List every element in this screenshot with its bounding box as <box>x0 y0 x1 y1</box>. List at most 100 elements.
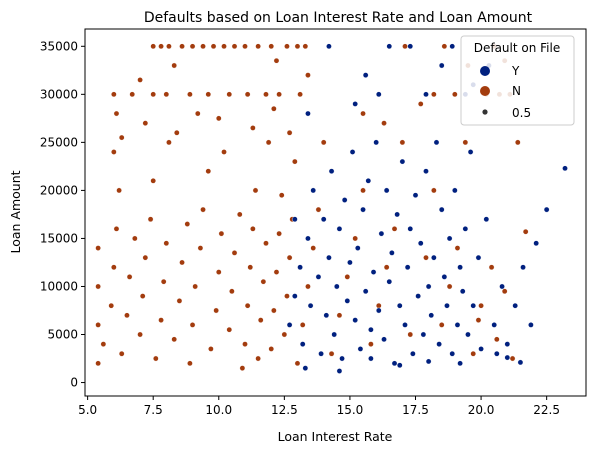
scatter-point-y <box>353 101 358 106</box>
scatter-point-n <box>502 289 507 294</box>
scatter-point-n <box>240 366 245 371</box>
scatter-point-n <box>172 63 177 68</box>
scatter-point-n <box>256 356 261 361</box>
scatter-point-y <box>423 92 428 97</box>
scatter-point-n <box>242 342 247 347</box>
scatter-point-y <box>347 260 352 265</box>
scatter-point-n <box>211 44 216 49</box>
y-tick-label: 25000 <box>40 135 78 149</box>
scatter-point-y <box>439 63 444 68</box>
y-tick-label: 30000 <box>40 87 78 101</box>
scatter-point-n <box>219 231 224 236</box>
scatter-point-n <box>158 318 163 323</box>
scatter-point-n <box>166 140 171 145</box>
scatter-point-y <box>426 359 431 364</box>
y-tick-label: 35000 <box>40 39 78 53</box>
scatter-point-n <box>250 125 255 130</box>
scatter-point-n <box>423 255 428 260</box>
scatter-point-n <box>193 284 198 289</box>
scatter-point-n <box>400 140 405 145</box>
scatter-point-y <box>429 313 434 318</box>
scatter-point-n <box>439 322 444 327</box>
scatter-point-y <box>358 346 363 351</box>
scatter-point-y <box>468 149 473 154</box>
scatter-point-n <box>277 92 282 97</box>
y-axis-ticks: 0 5000 10000 15000 20000 25000 30000 35000 <box>40 39 85 389</box>
x-tick-label: 10.0 <box>205 403 232 417</box>
scatter-point-n <box>471 351 476 356</box>
scatter-point-n <box>452 92 457 97</box>
scatter-point-y <box>439 207 444 212</box>
scatter-point-n <box>345 274 350 279</box>
scatter-point-n <box>261 279 266 284</box>
scatter-point-y <box>387 279 392 284</box>
scatter-point-y <box>303 366 308 371</box>
scatter-point-n <box>431 188 436 193</box>
legend-title: Default on File <box>474 41 561 55</box>
scatter-point-n <box>179 260 184 265</box>
scatter-point-y <box>342 197 347 202</box>
scatter-point-n <box>96 245 101 250</box>
scatter-point-y <box>329 169 334 174</box>
scatter-point-y <box>318 351 323 356</box>
scatter-point-y <box>374 140 379 145</box>
scatter-point-y <box>450 44 455 49</box>
scatter-point-y <box>513 303 518 308</box>
scatter-point-y <box>431 255 436 260</box>
scatter-point-y <box>416 293 421 298</box>
scatter-point-n <box>360 111 365 116</box>
scatter-point-n <box>206 169 211 174</box>
scatter-point-y <box>311 188 316 193</box>
scatter-point-y <box>305 111 310 116</box>
scatter-point-n <box>200 44 205 49</box>
scatter-point-n <box>300 322 305 327</box>
scatter-point-n <box>109 303 114 308</box>
scatter-point-y <box>366 178 371 183</box>
x-tick-label: 5.0 <box>78 403 97 417</box>
scatter-point-n <box>214 308 219 313</box>
scatter-point-n <box>114 111 119 116</box>
scatter-point-n <box>237 212 242 217</box>
scatter-point-n <box>250 226 255 231</box>
scatter-point-n <box>242 44 247 49</box>
scatter-point-n <box>384 265 389 270</box>
scatter-point-n <box>321 140 326 145</box>
scatter-point-y <box>518 360 523 365</box>
y-tick-label: 15000 <box>40 231 78 245</box>
scatter-point-n <box>130 92 135 97</box>
scatter-point-y <box>463 226 468 231</box>
scatter-point-n <box>408 332 413 337</box>
scatter-point-n <box>292 159 297 164</box>
scatter-point-y <box>324 313 329 318</box>
scatter-point-y <box>368 356 373 361</box>
scatter-point-n <box>158 44 163 49</box>
scatter-point-n <box>523 229 528 234</box>
scatter-point-y <box>368 327 373 332</box>
scatter-point-n <box>111 92 116 97</box>
scatter-point-n <box>287 130 292 135</box>
scatter-point-n <box>111 149 116 154</box>
scatter-point-y <box>292 217 297 222</box>
scatter-point-y <box>300 342 305 347</box>
scatter-point-y <box>389 250 394 255</box>
scatter-point-y <box>363 289 368 294</box>
scatter-point-y <box>494 351 499 356</box>
scatter-point-y <box>355 245 360 250</box>
scatter-point-n <box>463 140 468 145</box>
legend-marker-size <box>482 109 487 114</box>
scatter-point-n <box>392 226 397 231</box>
scatter-point-y <box>395 212 400 217</box>
scatter-point-n <box>305 284 310 289</box>
scatter-point-y <box>402 322 407 327</box>
legend-label-n: N <box>512 84 521 98</box>
scatter-point-n <box>127 274 132 279</box>
scatter-point-n <box>248 265 253 270</box>
scatter-point-y <box>292 293 297 298</box>
scatter-point-n <box>402 44 407 49</box>
scatter-point-n <box>185 221 190 226</box>
scatter-point-y <box>562 166 567 171</box>
scatter-point-y <box>381 337 386 342</box>
scatter-point-n <box>510 356 515 361</box>
x-axis-label: Loan Interest Rate <box>278 429 393 444</box>
scatter-point-n <box>96 322 101 327</box>
